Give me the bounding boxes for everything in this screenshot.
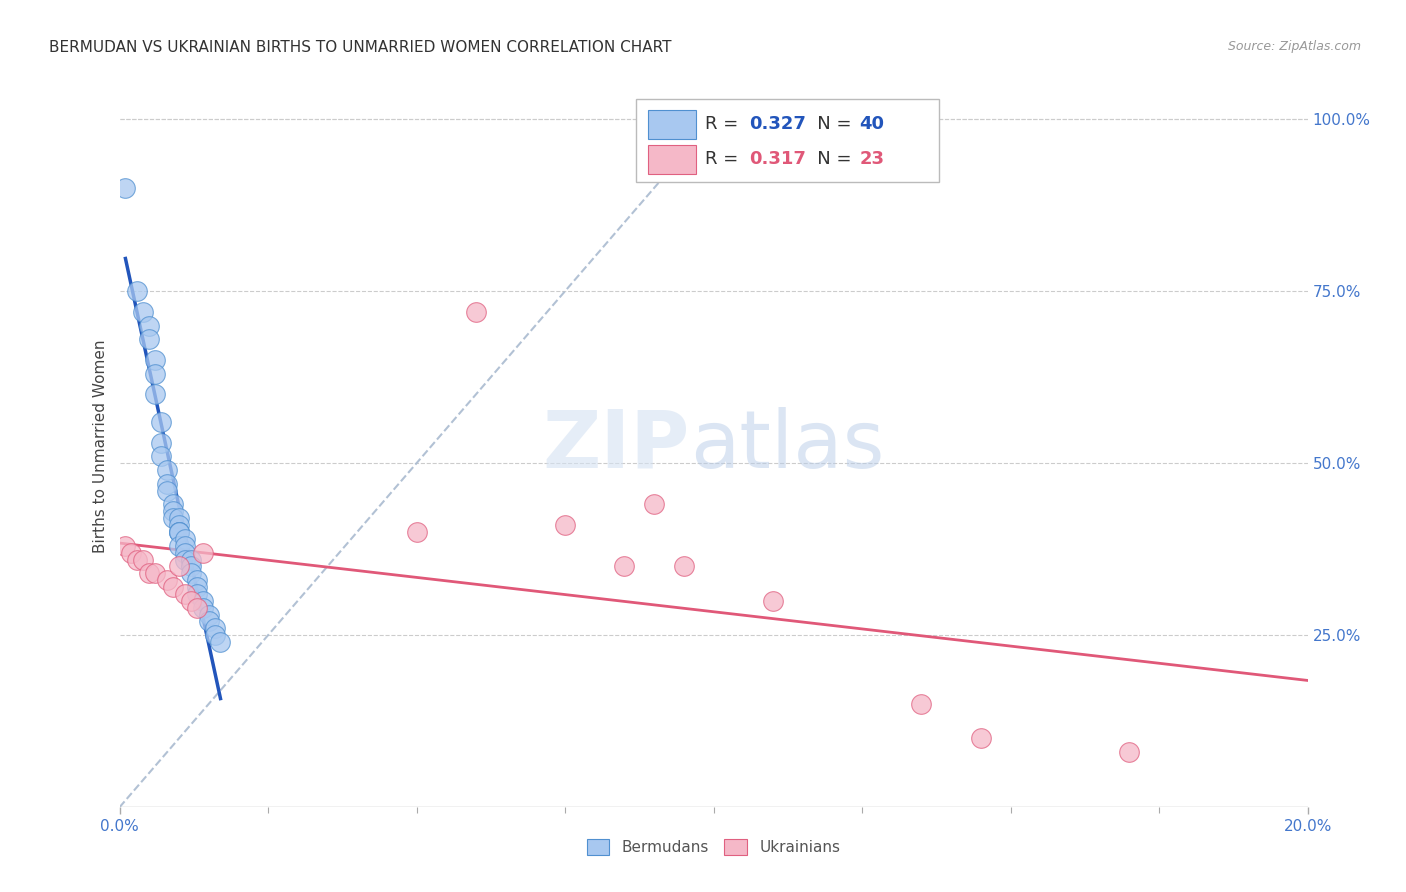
Point [143,566,166,581]
Point [204,621,226,635]
Point [209,635,232,649]
Point [186,587,208,601]
Point [405,524,427,539]
Point [554,518,576,533]
Point [173,532,195,546]
Point [180,566,202,581]
Text: Source: ZipAtlas.com: Source: ZipAtlas.com [1227,40,1361,54]
Point [970,731,993,746]
Text: 0.327: 0.327 [749,115,806,134]
Y-axis label: Births to Unmarried Women: Births to Unmarried Women [93,339,108,553]
Point [127,284,149,298]
FancyBboxPatch shape [637,99,939,182]
Point [167,539,190,553]
Point [464,305,486,319]
Point [114,539,136,553]
Point [167,524,190,539]
Point [173,546,195,560]
Point [167,559,190,574]
Text: N =: N = [800,150,858,169]
FancyBboxPatch shape [648,110,696,139]
Point [156,463,179,477]
Point [186,600,208,615]
Point [173,587,195,601]
Point [180,552,202,566]
Point [162,498,184,512]
Point [156,476,179,491]
Text: ZIP: ZIP [543,407,690,485]
Point [162,504,184,518]
Point [910,697,932,711]
Point [150,415,173,429]
Point [143,353,166,368]
Point [120,546,142,560]
Point [138,566,160,581]
Point [180,559,202,574]
Point [143,387,166,401]
Text: R =: R = [706,150,744,169]
Point [613,559,636,574]
Point [138,332,160,346]
Point [114,181,136,195]
Point [1118,745,1140,759]
Point [186,580,208,594]
Point [162,580,184,594]
Point [162,511,184,525]
Point [204,628,226,642]
Text: N =: N = [800,115,858,134]
Point [173,552,195,566]
Text: 0.317: 0.317 [749,150,806,169]
FancyBboxPatch shape [648,145,696,174]
Point [191,546,214,560]
Point [150,450,173,464]
Point [138,318,160,333]
Point [197,607,219,622]
Point [180,594,202,608]
Point [197,615,219,629]
Point [167,524,190,539]
Point [191,600,214,615]
Text: atlas: atlas [690,407,884,485]
Point [132,552,155,566]
Legend: Bermudans, Ukrainians: Bermudans, Ukrainians [581,833,846,861]
Point [132,305,155,319]
Text: 40: 40 [859,115,884,134]
Point [167,524,190,539]
Point [167,511,190,525]
Point [143,367,166,381]
Point [150,435,173,450]
Text: 23: 23 [859,150,884,169]
Point [167,518,190,533]
Point [186,573,208,587]
Point [173,539,195,553]
Text: R =: R = [706,115,744,134]
Point [191,594,214,608]
Point [643,498,665,512]
Point [672,559,695,574]
Point [127,552,149,566]
Text: BERMUDAN VS UKRAINIAN BIRTHS TO UNMARRIED WOMEN CORRELATION CHART: BERMUDAN VS UKRAINIAN BIRTHS TO UNMARRIE… [49,40,672,55]
Point [156,483,179,498]
Point [156,573,179,587]
Point [762,594,785,608]
